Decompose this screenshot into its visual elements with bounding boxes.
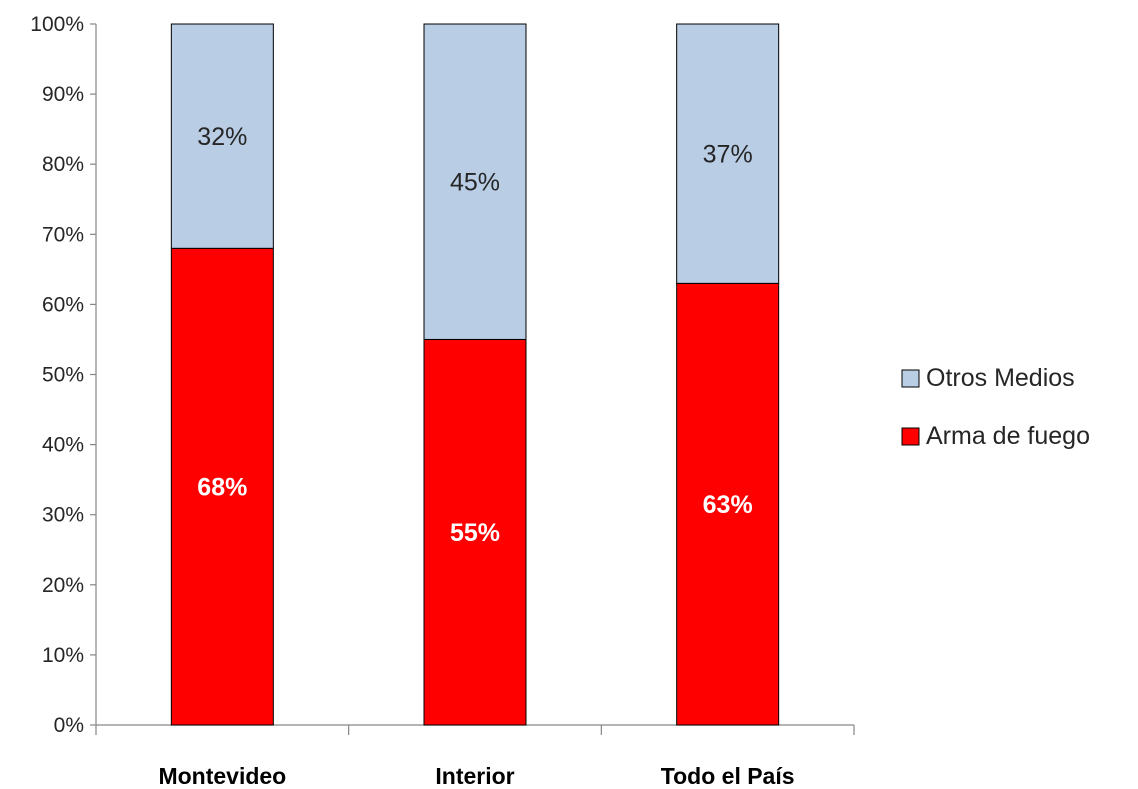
y-tick-label: 50% — [42, 364, 84, 387]
x-category-label: Interior — [435, 763, 514, 789]
y-tick-label: 0% — [54, 714, 84, 737]
y-tick-label: 80% — [42, 153, 84, 176]
data-label: 63% — [703, 491, 753, 519]
y-tick-label: 70% — [42, 223, 84, 246]
bar-segment — [676, 282, 780, 726]
bars: 68% 32% 55% 45% 63% 37% — [170, 23, 780, 726]
bar-segment — [170, 247, 274, 726]
bar-segment — [170, 23, 274, 249]
data-label: 37% — [703, 141, 753, 169]
legend-swatch — [901, 427, 920, 446]
axes: 0% 10% 20% 30% 40% 50% 60% 70% 80% 90% 100% Montevi… — [30, 13, 855, 789]
data-label: 68% — [197, 474, 247, 502]
y-tick-label: 30% — [42, 504, 84, 527]
legend-swatch — [901, 369, 920, 388]
y-tick-label: 90% — [42, 83, 84, 106]
data-label: 55% — [450, 519, 500, 547]
legend-label: Arma de fuego — [926, 422, 1090, 450]
x-category-label: Todo el País — [661, 763, 795, 789]
data-label: 32% — [197, 123, 247, 151]
legend: Otros Medios Arma de fuego — [901, 364, 1090, 450]
bar-segment — [423, 338, 527, 726]
y-tick-label: 100% — [30, 13, 84, 36]
y-tick-label: 10% — [42, 644, 84, 667]
y-tick-label: 20% — [42, 574, 84, 597]
legend-label: Otros Medios — [926, 364, 1075, 392]
y-tick-label: 40% — [42, 434, 84, 457]
x-category-label: Montevideo — [158, 763, 286, 789]
bar-segment — [423, 23, 527, 340]
bar-segment — [676, 23, 780, 284]
y-tick-label: 60% — [42, 293, 84, 316]
data-label: 45% — [450, 169, 500, 197]
